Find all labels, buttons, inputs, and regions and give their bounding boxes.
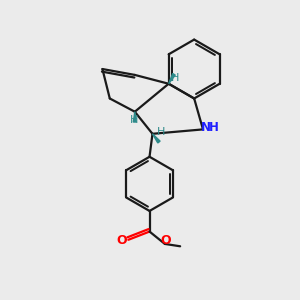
Text: H: H	[171, 74, 179, 83]
Text: O: O	[116, 234, 127, 247]
Text: O: O	[161, 234, 171, 247]
Text: N: N	[201, 122, 211, 134]
Polygon shape	[169, 74, 175, 84]
Text: H: H	[157, 127, 165, 137]
Text: H: H	[209, 122, 219, 134]
Polygon shape	[152, 134, 160, 143]
Polygon shape	[133, 112, 136, 122]
Text: H: H	[130, 115, 138, 125]
